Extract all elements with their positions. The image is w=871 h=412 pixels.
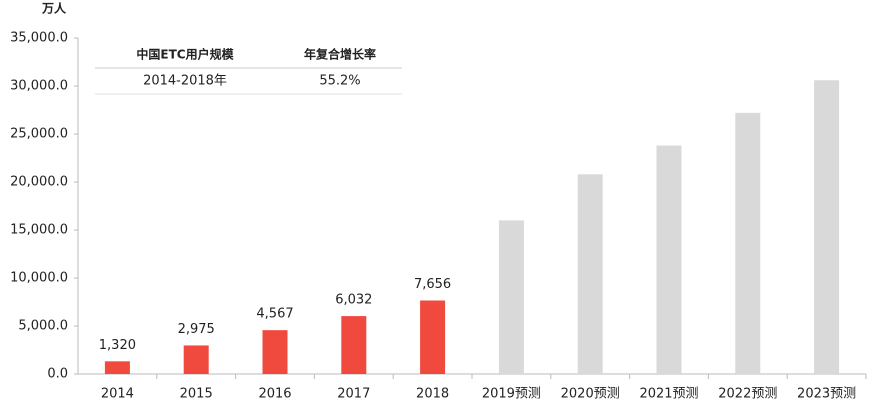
bar bbox=[183, 345, 209, 374]
y-tick-label: 0.0 bbox=[47, 367, 68, 382]
y-unit: 万人 bbox=[41, 1, 67, 16]
bar bbox=[577, 174, 603, 374]
bar bbox=[420, 300, 446, 374]
y-tick-label: 30,000.0 bbox=[10, 79, 68, 94]
bar bbox=[341, 316, 367, 374]
y-tick-label: 20,000.0 bbox=[10, 175, 68, 190]
y-tick-label: 10,000.0 bbox=[10, 271, 68, 286]
x-tick-label: 2017 bbox=[337, 387, 370, 402]
bar bbox=[104, 361, 130, 374]
y-tick-label: 15,000.0 bbox=[10, 223, 68, 238]
x-tick-label: 2022预测 bbox=[718, 387, 777, 402]
bar bbox=[262, 330, 288, 374]
x-tick-label: 2023预测 bbox=[797, 387, 856, 402]
data-label: 1,320 bbox=[99, 338, 136, 353]
bar bbox=[814, 80, 840, 375]
inset-table: 中国ETC用户规模 年复合增长率 2014-2018年 55.2% bbox=[95, 47, 402, 95]
table-cell: 55.2% bbox=[319, 74, 360, 89]
y-tick-label: 35,000.0 bbox=[10, 31, 68, 46]
y-tick-label: 25,000.0 bbox=[10, 127, 68, 142]
x-tick-label: 2020预测 bbox=[561, 387, 620, 402]
data-label: 6,032 bbox=[335, 293, 372, 308]
data-label: 2,975 bbox=[178, 322, 215, 337]
x-tick-label: 2015 bbox=[180, 387, 213, 402]
table-header: 中国ETC用户规模 bbox=[136, 47, 234, 62]
x-tick-label: 2019预测 bbox=[482, 387, 541, 402]
table-cell: 2014-2018年 bbox=[143, 74, 227, 89]
x-tick-label: 2016 bbox=[258, 387, 291, 402]
x-tick-label: 2018 bbox=[416, 387, 449, 402]
bar bbox=[498, 220, 524, 374]
x-tick-label: 2021预测 bbox=[639, 387, 698, 402]
data-label: 4,567 bbox=[256, 307, 293, 322]
x-tick-label: 2014 bbox=[101, 387, 134, 402]
table-header: 年复合增长率 bbox=[304, 47, 376, 62]
bar bbox=[735, 112, 761, 374]
data-label: 7,656 bbox=[414, 277, 451, 292]
bar bbox=[656, 145, 682, 374]
y-tick-label: 5,000.0 bbox=[18, 319, 68, 334]
